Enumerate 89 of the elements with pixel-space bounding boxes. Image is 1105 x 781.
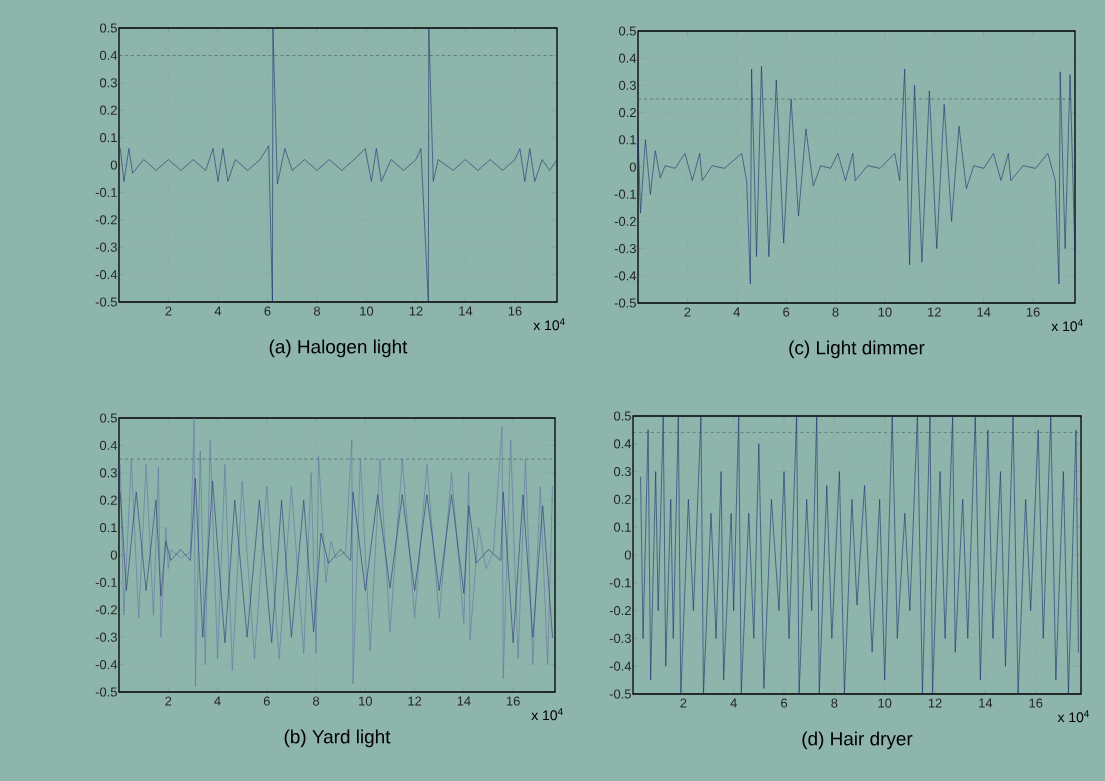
y-tick-label: 0.2	[99, 105, 117, 115]
y-tick-label: -0.3	[609, 633, 631, 643]
y-tick-label: 0.2	[618, 108, 636, 118]
x-tick-label: 12	[409, 306, 423, 316]
y-tick-label: 0.2	[99, 495, 117, 505]
y-tick-label: 0.2	[613, 494, 631, 504]
x-tick-label: 8	[832, 307, 839, 317]
x-tick-label: 14	[977, 307, 991, 317]
y-tick-label: 0.1	[99, 523, 117, 533]
x-tick-label: 10	[878, 307, 892, 317]
x-tick-label: 10	[360, 306, 374, 316]
y-tick-label: 0	[110, 550, 117, 560]
y-tick-label: -0.3	[95, 632, 117, 642]
y-tick-label: -0.5	[614, 298, 636, 308]
x-tick-label: 16	[506, 696, 520, 706]
x-tick-label: 8	[313, 696, 320, 706]
y-tick-label: -0.2	[95, 605, 117, 615]
y-tick-label: -0.4	[614, 271, 637, 281]
y-tick-label: 0.1	[613, 522, 631, 532]
line-series	[119, 477, 553, 643]
y-tick-label: -0.1	[95, 577, 117, 587]
y-tick-label: 0.3	[613, 467, 631, 477]
y-tick-label: 0.3	[99, 78, 117, 88]
y-tick-label: 0.4	[99, 50, 118, 60]
text: (d) Hair dryer	[802, 731, 913, 750]
y-tick-label: -0.5	[95, 687, 117, 697]
x-tick-label: 8	[831, 698, 838, 708]
x-tick-label: 6	[781, 698, 788, 708]
x-tick-label: 2	[165, 696, 172, 706]
x-tick-label: 6	[264, 306, 271, 316]
text: x 10$^{4}$	[1051, 319, 1083, 332]
x-tick-label: 6	[263, 696, 270, 706]
x-tick-label: 10	[359, 696, 373, 706]
x-tick-label: 14	[459, 306, 473, 316]
y-tick-label: -0.2	[614, 216, 636, 226]
y-tick-label: 0	[624, 550, 631, 560]
y-tick-label: 0.3	[618, 80, 636, 90]
text: x 10$^{4}$	[1057, 710, 1089, 723]
x-tick-label: 4	[214, 306, 222, 316]
y-tick-label: 0.5	[618, 26, 636, 36]
x-tick-label: 4	[730, 698, 737, 708]
y-tick-label: -0.4	[95, 270, 118, 280]
y-tick-label: -0.3	[95, 242, 117, 252]
y-tick-label: -0.5	[95, 297, 117, 307]
text: x 10$^{4}$	[533, 318, 565, 331]
y-tick-label: 0.1	[99, 133, 117, 143]
x-tick-label: 16	[1029, 698, 1043, 708]
y-tick-label: 0	[110, 160, 117, 170]
y-tick-label: 0.3	[99, 468, 117, 478]
x-tick-label: 6	[783, 307, 790, 317]
x-tick-label: 2	[680, 698, 687, 708]
y-tick-label: -0.2	[95, 215, 117, 225]
y-tick-label: -0.5	[609, 689, 631, 699]
x-tick-label: 12	[928, 698, 942, 708]
line-series	[638, 66, 1076, 285]
x-tick-label: 16	[1026, 307, 1040, 317]
y-tick-label: -0.2	[609, 606, 631, 616]
x-tick-label: 2	[165, 306, 172, 316]
text: (a) Halogen light	[269, 339, 408, 358]
y-tick-label: 0	[629, 162, 636, 172]
x-tick-label: 16	[508, 306, 522, 316]
x-tick-label: 4	[733, 307, 740, 317]
y-tick-label: -0.1	[95, 187, 117, 197]
x-tick-label: 14	[457, 696, 471, 706]
y-tick-label: 0.4	[618, 53, 637, 63]
y-tick-label: -0.1	[614, 189, 636, 199]
x-tick-label: 8	[313, 306, 321, 316]
x-tick-label: 2	[684, 307, 691, 317]
y-tick-label: 0.4	[99, 440, 118, 450]
text: x 10$^{4}$	[531, 708, 563, 721]
text: (b) Yard light	[284, 729, 391, 748]
y-tick-label: 0.1	[618, 135, 636, 145]
x-tick-label: 14	[979, 698, 993, 708]
y-tick-label: -0.1	[609, 578, 631, 588]
line-series	[119, 28, 558, 302]
x-tick-label: 12	[928, 307, 941, 317]
y-tick-label: 0.5	[99, 413, 117, 423]
x-tick-label: 4	[214, 696, 221, 706]
x-tick-label: 12	[408, 696, 422, 706]
x-tick-label: 10	[878, 698, 892, 708]
line-series	[640, 416, 1079, 694]
y-tick-label: -0.4	[609, 661, 632, 671]
y-tick-label: 0.5	[613, 411, 631, 421]
y-tick-label: 0.5	[99, 23, 117, 33]
y-tick-label: -0.3	[614, 244, 636, 254]
line-series	[119, 418, 553, 687]
text: (c) Light dimmer	[789, 340, 925, 359]
y-tick-label: -0.4	[95, 660, 118, 670]
y-tick-label: 0.4	[613, 439, 632, 449]
